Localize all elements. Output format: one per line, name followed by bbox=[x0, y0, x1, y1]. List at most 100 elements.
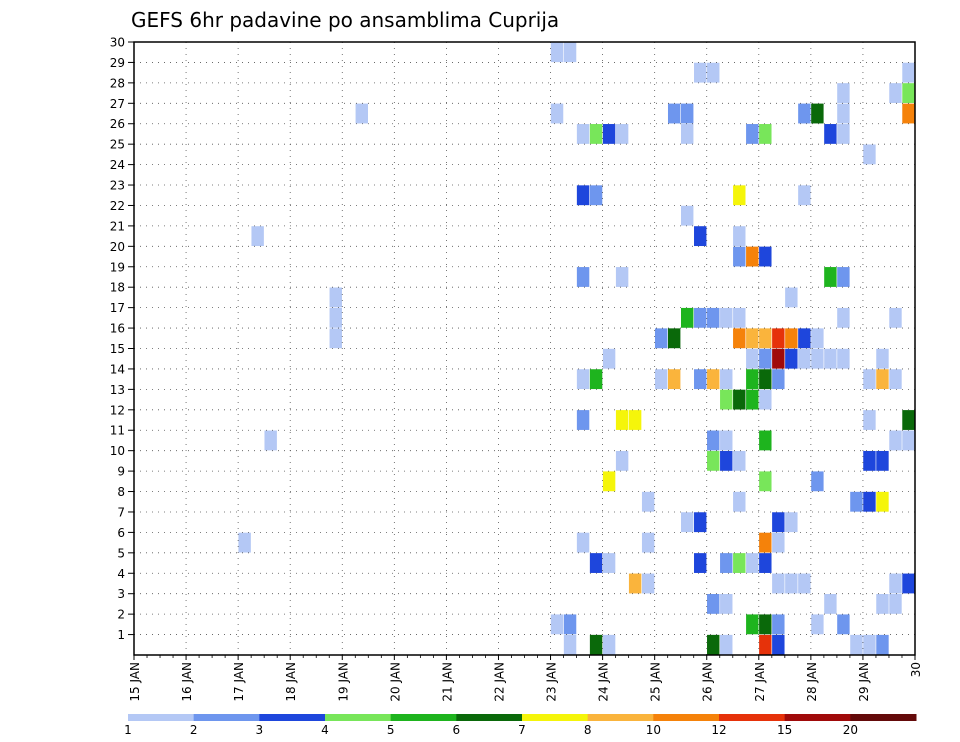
heatmap-cell bbox=[641, 573, 655, 594]
heatmap-cell bbox=[589, 124, 603, 144]
colorbar-swatch bbox=[850, 714, 917, 721]
heatmap-cell bbox=[876, 594, 889, 614]
heatmap-cell bbox=[759, 389, 772, 410]
heatmap-cell bbox=[889, 83, 902, 103]
heatmap-cell bbox=[837, 83, 850, 103]
y-tick-label: 3 bbox=[117, 587, 125, 601]
heatmap-cell bbox=[576, 185, 590, 206]
heatmap-cell bbox=[759, 246, 772, 267]
y-tick-label: 8 bbox=[117, 485, 125, 499]
heatmap-cell bbox=[681, 307, 694, 328]
heatmap-cell bbox=[889, 307, 902, 328]
heatmap-cell bbox=[759, 430, 772, 451]
heatmap-cell bbox=[772, 348, 785, 369]
x-tick-label: 22 JAN bbox=[492, 662, 506, 702]
heatmap-cell bbox=[902, 573, 915, 594]
heatmap-cell bbox=[550, 103, 564, 124]
heatmap-cell bbox=[576, 410, 590, 430]
heatmap-cell bbox=[876, 450, 889, 471]
colorbar-label: 4 bbox=[321, 723, 329, 737]
y-tick-label: 29 bbox=[110, 56, 125, 70]
heatmap-cell bbox=[850, 491, 863, 512]
heatmap-cell bbox=[837, 103, 850, 124]
gridlines bbox=[134, 41, 915, 655]
heatmap-cell bbox=[785, 512, 798, 533]
colorbar-label: 5 bbox=[387, 723, 395, 737]
heatmap-cell bbox=[615, 124, 629, 144]
colorbar-swatch bbox=[193, 714, 260, 721]
y-tick-label: 24 bbox=[110, 158, 125, 172]
heatmap-cell bbox=[772, 328, 785, 349]
y-tick-label: 16 bbox=[110, 322, 125, 336]
heatmap-cell bbox=[902, 83, 915, 103]
heatmap-cell bbox=[694, 226, 707, 247]
heatmap-cell bbox=[863, 410, 876, 430]
heatmap-cell bbox=[863, 491, 876, 512]
colorbar-swatch bbox=[587, 714, 654, 721]
heatmap-cell bbox=[563, 634, 577, 655]
heatmap-cell bbox=[707, 594, 720, 614]
x-tick-label: 15 JAN bbox=[128, 662, 142, 702]
heatmap-cell bbox=[837, 348, 850, 369]
heatmap-cell bbox=[824, 267, 837, 287]
heatmap-cell bbox=[550, 42, 564, 63]
heatmap-cell bbox=[720, 634, 733, 655]
heatmap-cell bbox=[902, 103, 915, 124]
heatmap-cell bbox=[707, 62, 720, 83]
heatmap-cell bbox=[628, 410, 642, 430]
x-tick-label: 21 JAN bbox=[440, 662, 454, 702]
heatmap-cell bbox=[863, 369, 876, 390]
colorbar-swatch bbox=[456, 714, 523, 721]
heatmap-cell bbox=[667, 103, 681, 124]
heatmap-cell bbox=[902, 430, 915, 451]
heatmap-cell bbox=[707, 430, 720, 451]
heatmap-cell bbox=[264, 430, 277, 451]
heatmap-cell bbox=[615, 410, 629, 430]
colorbar-label: 7 bbox=[518, 723, 526, 737]
heatmap-cell bbox=[811, 614, 824, 635]
y-tick-label: 4 bbox=[117, 567, 125, 581]
x-axis: 15 JAN 16 JAN 17 JAN 18 JAN 19 JAN 20 JAN 21 J… bbox=[128, 655, 923, 702]
heatmap-cell bbox=[602, 634, 616, 655]
y-tick-label: 20 bbox=[110, 240, 125, 254]
heatmap-cell bbox=[798, 573, 811, 594]
heatmap-cell bbox=[720, 369, 733, 390]
x-tick-label: 18 JAN bbox=[284, 662, 298, 702]
heatmap-cell bbox=[746, 328, 759, 349]
x-tick-label: 29 JAN bbox=[857, 662, 871, 702]
heatmap-cell bbox=[798, 348, 811, 369]
heatmap-cell bbox=[772, 634, 785, 655]
colorbar-swatch bbox=[784, 714, 851, 721]
heatmap-cell bbox=[694, 369, 707, 390]
heatmap-cell bbox=[772, 532, 785, 553]
heatmap-cell bbox=[863, 450, 876, 471]
y-tick-label: 27 bbox=[110, 97, 125, 111]
y-tick-label: 22 bbox=[110, 199, 125, 213]
heatmap-cell bbox=[733, 185, 746, 206]
heatmap-cell bbox=[251, 226, 264, 247]
heatmap-cell bbox=[589, 634, 603, 655]
heatmap-cell bbox=[759, 553, 772, 573]
heatmap-cell bbox=[720, 594, 733, 614]
heatmap-cell bbox=[733, 450, 746, 471]
heatmap-cell bbox=[329, 287, 342, 308]
heatmap-cell bbox=[694, 307, 707, 328]
y-tick-label: 9 bbox=[117, 465, 125, 479]
heatmap-cell bbox=[785, 348, 798, 369]
heatmap-cell bbox=[563, 42, 577, 63]
heatmap-cell bbox=[667, 328, 681, 349]
y-tick-label: 12 bbox=[110, 403, 125, 417]
colorbar-swatch bbox=[390, 714, 457, 721]
heatmap-cell bbox=[889, 369, 902, 390]
y-tick-label: 25 bbox=[110, 138, 125, 152]
y-tick-label: 26 bbox=[110, 117, 125, 131]
heatmap-cell bbox=[902, 410, 915, 430]
x-tick-label: 23 JAN bbox=[545, 662, 559, 702]
heatmap-cell bbox=[772, 369, 785, 390]
y-tick-label: 28 bbox=[110, 76, 125, 90]
heatmap-cell bbox=[785, 573, 798, 594]
y-tick-label: 21 bbox=[110, 219, 125, 233]
heatmap-cell bbox=[720, 389, 733, 410]
y-tick-label: 17 bbox=[110, 301, 125, 315]
y-axis: 1234567891011121314151617181920212223242… bbox=[110, 36, 134, 642]
